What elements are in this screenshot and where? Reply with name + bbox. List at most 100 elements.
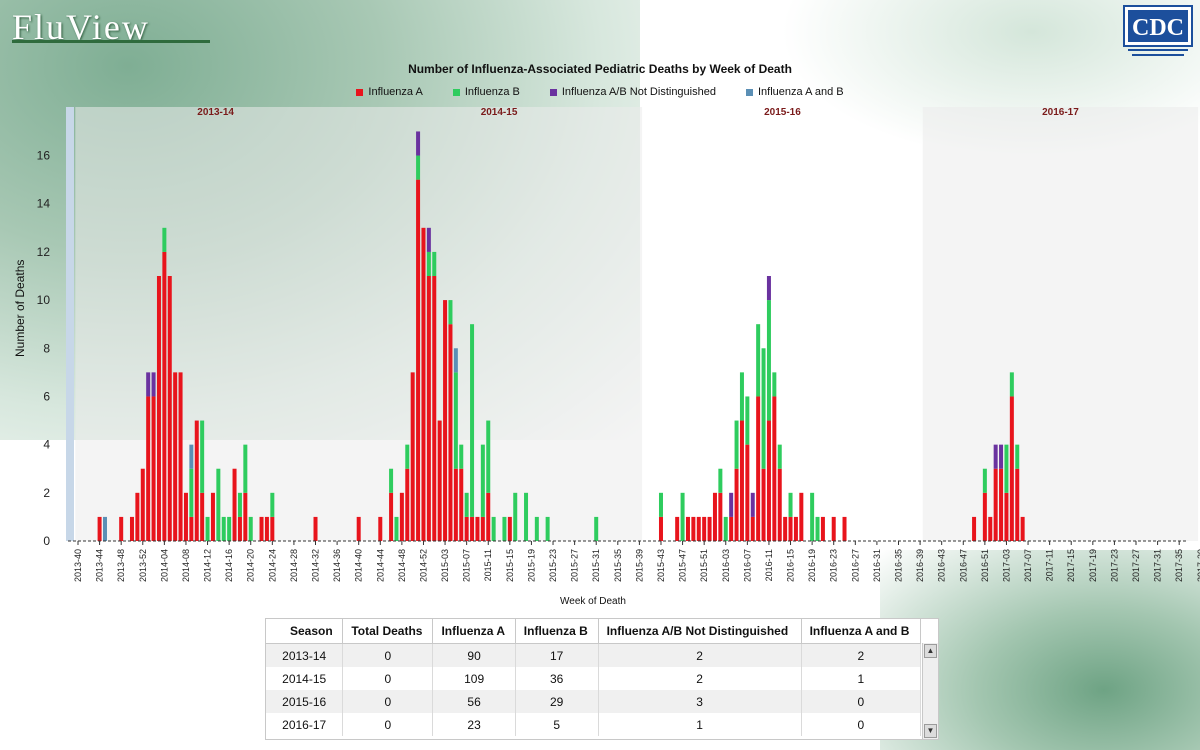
column-header[interactable]: Influenza A bbox=[432, 619, 516, 644]
bar-segment bbox=[167, 276, 172, 541]
bar-segment bbox=[988, 516, 993, 541]
bar-segment bbox=[264, 516, 269, 541]
bar-segment bbox=[831, 516, 836, 541]
bar-segment bbox=[761, 348, 766, 469]
legend-item-not-distinguished[interactable]: Influenza A/B Not Distinguished bbox=[549, 86, 716, 98]
y-tick-label: 6 bbox=[43, 389, 50, 403]
season-label: 2015-16 bbox=[764, 107, 801, 118]
column-header[interactable]: Influenza A and B bbox=[801, 619, 922, 644]
bar-segment bbox=[756, 396, 761, 541]
bar-segment bbox=[982, 492, 987, 541]
bar-segment bbox=[1020, 516, 1025, 541]
legend-label: Influenza A/B Not Distinguished bbox=[561, 86, 716, 98]
bar-segment bbox=[135, 492, 140, 541]
chart-title: Number of Influenza-Associated Pediatric… bbox=[408, 62, 792, 76]
bar-segment bbox=[723, 516, 728, 541]
cdc-logo-text: CDC bbox=[1132, 15, 1184, 41]
table-row[interactable]: 2014-15 0 109 36 2 1 bbox=[266, 667, 922, 690]
table-cell: 0 bbox=[342, 713, 434, 736]
season-band bbox=[75, 107, 356, 541]
pediatric-deaths-chart: 2013-14 2014-15 2015-16 2016-17 0 2 4 6 8 10 12 14… bbox=[37, 107, 1200, 582]
bar-segment bbox=[389, 468, 394, 493]
legend-swatch-purple bbox=[549, 88, 557, 96]
bar-segment bbox=[399, 492, 404, 541]
scroll-down-arrow-icon[interactable]: ▼ bbox=[924, 724, 937, 738]
legend-item-influenza-a[interactable]: Influenza A bbox=[356, 86, 423, 98]
bar-segment bbox=[464, 516, 469, 541]
bar-segment bbox=[491, 516, 496, 541]
bar-segment bbox=[999, 444, 1004, 469]
x-tick-label: 2017-07 bbox=[1023, 549, 1033, 582]
x-tick-label: 2015-03 bbox=[440, 549, 450, 582]
x-tick-label: 2014-36 bbox=[332, 549, 342, 582]
bar-segment bbox=[162, 251, 167, 541]
bar-segment bbox=[772, 396, 777, 541]
x-tick-label: 2015-23 bbox=[548, 549, 558, 582]
table-row[interactable]: 2013-14 0 90 17 2 2 bbox=[266, 643, 922, 667]
y-tick-label: 12 bbox=[37, 245, 51, 259]
bar-segment bbox=[426, 276, 431, 541]
x-tick-label: 2015-11 bbox=[483, 549, 493, 581]
table-cell: 17 bbox=[515, 643, 599, 667]
x-tick-label: 2013-52 bbox=[138, 549, 148, 582]
bar-segment bbox=[227, 516, 232, 541]
bar-segment bbox=[453, 372, 458, 469]
bar-segment bbox=[459, 468, 464, 541]
x-tick-label: 2017-27 bbox=[1131, 549, 1141, 582]
table-row[interactable]: 2015-16 0 56 29 3 0 bbox=[266, 690, 922, 713]
column-header[interactable]: Total Deaths bbox=[342, 619, 434, 644]
bar-segment bbox=[410, 372, 415, 541]
bar-segment bbox=[426, 227, 431, 252]
bar-segment bbox=[416, 179, 421, 542]
legend-swatch-green bbox=[452, 88, 460, 96]
bar-segment bbox=[756, 324, 761, 397]
table-row[interactable]: 2016-17 0 23 5 1 0 bbox=[266, 713, 922, 736]
bar-segment bbox=[739, 372, 744, 421]
bar-segment bbox=[820, 516, 825, 541]
x-tick-label: 2013-48 bbox=[116, 549, 126, 582]
bar-segment bbox=[675, 516, 680, 541]
column-header[interactable]: Season bbox=[266, 619, 344, 644]
bar-segment bbox=[999, 468, 1004, 541]
column-header[interactable]: Influenza B bbox=[515, 619, 599, 644]
scroll-up-arrow-icon[interactable]: ▲ bbox=[924, 644, 937, 658]
logo-underline bbox=[12, 40, 210, 43]
column-header[interactable]: Influenza A/B Not Distinguished bbox=[598, 619, 802, 644]
x-tick-label: 2015-39 bbox=[634, 549, 644, 582]
x-tick-label: 2014-48 bbox=[397, 549, 407, 582]
table-scrollbar[interactable]: ▲ ▼ bbox=[922, 643, 938, 739]
x-tick-label: 2015-51 bbox=[699, 549, 709, 582]
table-cell: 2015-16 bbox=[266, 690, 344, 713]
bar-segment bbox=[102, 516, 107, 541]
bar-segment bbox=[766, 420, 771, 541]
x-tick-label: 2014-04 bbox=[159, 549, 169, 582]
bar-segment bbox=[416, 131, 421, 156]
table-cell: 29 bbox=[515, 690, 599, 713]
bar-segment bbox=[793, 516, 798, 541]
bar-segment bbox=[437, 420, 442, 541]
season-label: 2014-15 bbox=[481, 107, 518, 118]
x-tick-label: 2016-27 bbox=[850, 549, 860, 582]
bar-segment bbox=[702, 516, 707, 541]
bar-segment bbox=[313, 516, 318, 541]
y-tick-label: 2 bbox=[43, 486, 50, 500]
legend-item-a-and-b[interactable]: Influenza A and B bbox=[745, 86, 844, 98]
x-tick-label: 2017-23 bbox=[1109, 549, 1119, 582]
y-tick-label: 10 bbox=[37, 293, 51, 307]
bar-segment bbox=[475, 516, 480, 541]
bar-segment bbox=[178, 372, 183, 541]
legend-item-influenza-b[interactable]: Influenza B bbox=[452, 86, 520, 98]
bar-segment bbox=[1004, 444, 1009, 493]
bar-segment bbox=[777, 468, 782, 541]
x-tick-label: 2017-19 bbox=[1088, 549, 1098, 582]
bar-segment bbox=[173, 372, 178, 541]
legend-swatch-red bbox=[356, 88, 364, 96]
bar-segment bbox=[658, 492, 663, 517]
bar-segment bbox=[448, 300, 453, 325]
y-tick-label: 0 bbox=[43, 534, 50, 548]
bar-segment bbox=[453, 348, 458, 373]
bar-segment bbox=[680, 492, 685, 541]
bar-segment bbox=[421, 227, 426, 541]
table-cell: 0 bbox=[342, 690, 434, 713]
bar-segment bbox=[766, 276, 771, 301]
